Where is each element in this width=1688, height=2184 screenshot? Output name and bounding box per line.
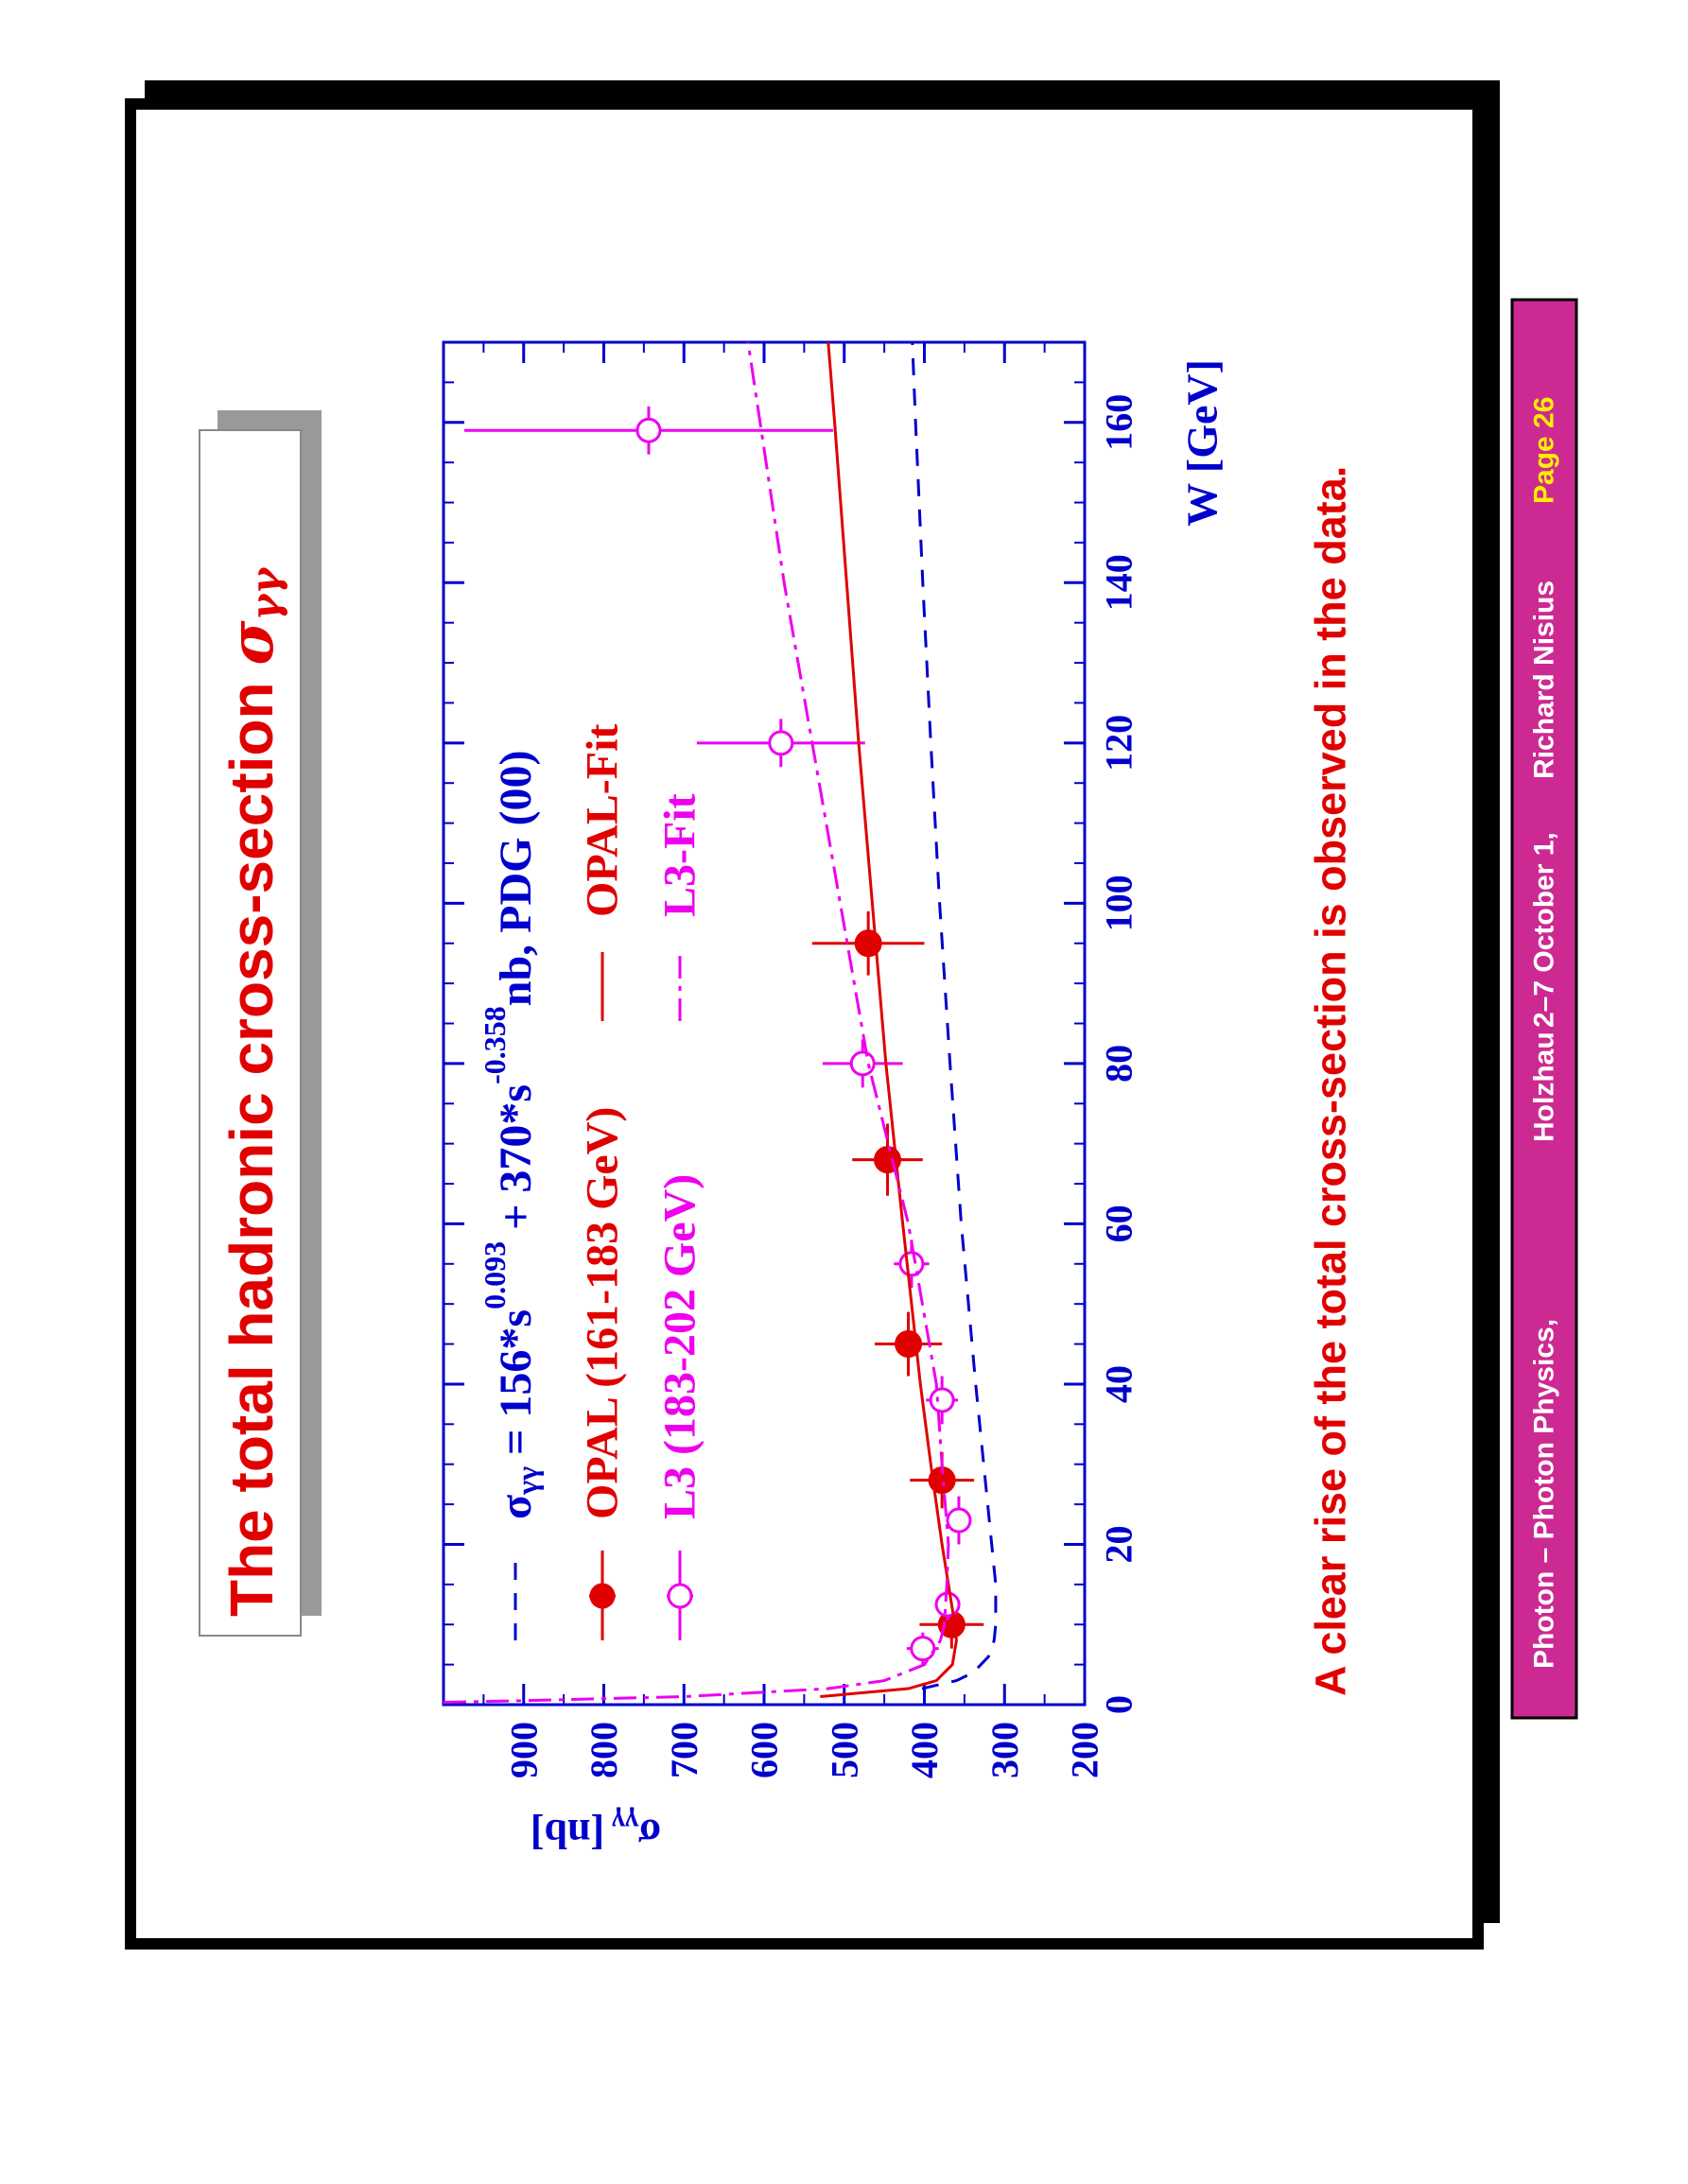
y-label-sub: γγ bbox=[612, 1808, 639, 1839]
y-tick-label: 800 bbox=[583, 1722, 625, 1778]
legend-label: OPAL (161-183 GeV) bbox=[578, 1107, 628, 1519]
title-box bbox=[199, 429, 302, 1637]
data-point bbox=[849, 1050, 876, 1077]
legend-marker bbox=[589, 1583, 616, 1609]
y-tick-label: 300 bbox=[983, 1722, 1026, 1778]
frame bbox=[125, 98, 1484, 1950]
y-axis-label: σγγ [nb] bbox=[531, 1808, 661, 1858]
curve bbox=[444, 342, 950, 1704]
formula-term: = 156*s bbox=[491, 1309, 541, 1466]
x-tick-label: 140 bbox=[1098, 554, 1140, 611]
plot-frame bbox=[442, 340, 1087, 1707]
formula-exp: -0.358 bbox=[478, 1006, 512, 1084]
slide: The total hadronic cross-section σγγ 020… bbox=[125, 80, 1578, 1950]
legend-label: L3 (183-202 GeV) bbox=[655, 1174, 705, 1519]
legend-marker bbox=[667, 1583, 693, 1609]
title-symbol: σ bbox=[217, 620, 287, 666]
data-area bbox=[444, 342, 998, 1704]
curve bbox=[820, 342, 958, 1699]
x-tick-label: 60 bbox=[1098, 1205, 1140, 1242]
data-point bbox=[929, 1387, 955, 1413]
footer-bar bbox=[1510, 298, 1578, 1720]
x-tick-label: 40 bbox=[1098, 1365, 1140, 1403]
y-label-unit: [nb] bbox=[531, 1811, 604, 1858]
conclusion: A clear rise of the total cross-section … bbox=[1307, 466, 1355, 1696]
curve bbox=[911, 342, 998, 1690]
plot: 0 20 40 60 80 100 120 140 160 200 300 400 500 600 700 8… bbox=[442, 340, 1140, 1778]
y-label-symbol: σ bbox=[638, 1811, 661, 1858]
x-tick-label: 80 bbox=[1098, 1045, 1140, 1083]
data-point bbox=[768, 730, 794, 756]
y-tick-label: 500 bbox=[823, 1722, 865, 1778]
slide-title: The total hadronic cross-section σγγ bbox=[217, 566, 288, 1617]
y-tick-label: 600 bbox=[743, 1722, 786, 1778]
x-tick-label: 100 bbox=[1098, 875, 1140, 931]
footer-page: Page 26 bbox=[1529, 397, 1560, 504]
x-tick-label: 20 bbox=[1098, 1525, 1140, 1563]
y-tick-label: 700 bbox=[663, 1722, 705, 1778]
footer-author: Richard Nisius bbox=[1529, 581, 1560, 779]
data-point bbox=[946, 1507, 972, 1534]
data-point bbox=[898, 1251, 925, 1277]
formula-sub: γγ bbox=[510, 1466, 544, 1496]
x-tick-label: 120 bbox=[1098, 715, 1140, 771]
title-sub: γγ bbox=[242, 566, 288, 621]
y-tick-label: 400 bbox=[903, 1722, 946, 1778]
legend-label: OPAL-Fit bbox=[578, 724, 628, 917]
footer-talk: Photon – Photon Physics, bbox=[1529, 1319, 1560, 1669]
formula-symbol: σ bbox=[491, 1495, 541, 1519]
legend-label: L3-Fit bbox=[655, 793, 705, 917]
data-point bbox=[910, 1636, 936, 1662]
footer-place: Holzhau bbox=[1529, 1031, 1560, 1142]
x-tick-label: 160 bbox=[1098, 394, 1140, 451]
x-tick-label: 0 bbox=[1098, 1695, 1140, 1714]
data-point bbox=[934, 1591, 961, 1618]
legend-formula: σγγ = 156*s0.093 + 370*s-0.358nb, PDG (0… bbox=[478, 751, 544, 1519]
title-text: The total hadronic cross-section bbox=[218, 666, 286, 1617]
data-point bbox=[635, 417, 662, 443]
y-tick-label: 900 bbox=[502, 1722, 545, 1778]
x-axis-label: W [GeV] bbox=[1178, 359, 1227, 527]
formula-tail: nb, PDG (00) bbox=[491, 751, 541, 1007]
formula-exp: 0.093 bbox=[478, 1241, 512, 1309]
formula-term: + 370*s bbox=[491, 1084, 541, 1241]
y-tick-label: 200 bbox=[1064, 1722, 1106, 1778]
footer-date: 2–7 October 1, bbox=[1529, 832, 1560, 1028]
